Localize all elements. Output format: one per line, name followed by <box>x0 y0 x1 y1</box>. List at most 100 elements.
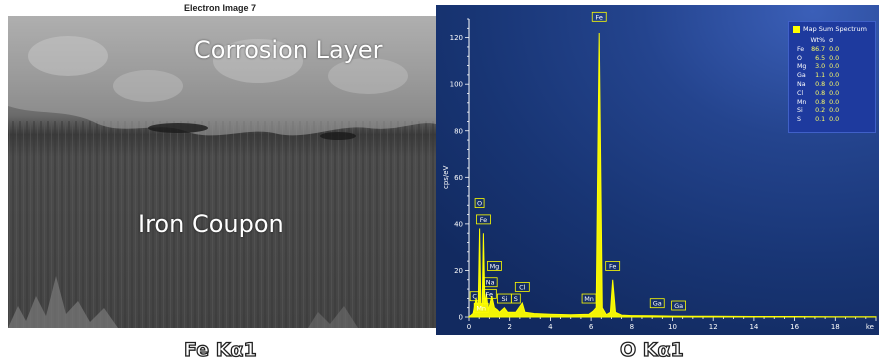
legend-row: Na 0.8 0.0 <box>795 81 841 90</box>
legend-wt-value: 0.8 <box>815 98 826 106</box>
y-tick-label: 80 <box>454 127 463 135</box>
peak-label-text: Na <box>486 279 495 287</box>
legend-element: O <box>797 54 802 62</box>
peak-label-text: Ga <box>653 300 662 308</box>
peak-label-text: Fe <box>609 262 616 270</box>
sem-image <box>8 16 436 328</box>
peak-label-text: Mg <box>490 262 500 270</box>
legend-wt-value: 0.2 <box>815 107 826 115</box>
legend: Map Sum Spectrum Wt% σ Fe 86.7 0.0 O 6.5 0.0 M… <box>788 21 876 133</box>
peak-label: C <box>469 291 480 302</box>
eds-spectrum-panel: 0 20 40 60 80 100 120 0 2 4 6 8 10 12 14 16 18 ke cps/eV O… <box>436 5 879 335</box>
peak-label-text: Fe <box>596 13 603 21</box>
legend-wt-value: 6.5 <box>815 54 826 62</box>
peak-label-text: Cl <box>519 283 526 291</box>
legend-row: Cl 0.8 0.0 <box>795 90 841 99</box>
legend-element: Si <box>797 107 803 115</box>
peak-label-box <box>581 293 597 304</box>
legend-row: Fe 86.7 0.0 <box>795 46 841 55</box>
peak-label-text: C <box>472 293 477 301</box>
iron-coupon-label: Iron Coupon <box>138 210 284 238</box>
sem-image-title: Electron Image 7 <box>183 3 257 13</box>
peak-label: Fe <box>476 214 491 225</box>
x-tick-label: 2 <box>507 323 511 331</box>
peak-label-text: Ga <box>674 302 683 310</box>
corrosion-texture <box>328 58 408 94</box>
peak-label: Fe <box>481 288 497 299</box>
peak-label-box <box>510 293 521 304</box>
legend-sigma-value: 0.0 <box>829 116 840 124</box>
legend-row: Mg 3.0 0.0 <box>795 63 841 72</box>
peak-label-box <box>474 198 485 208</box>
peak-label: Fe <box>591 11 607 22</box>
x-tick-label: 0 <box>467 323 471 331</box>
corrosion-texture <box>28 36 108 76</box>
legend-header-wt: Wt% <box>810 37 826 44</box>
legend-element: Mg <box>797 63 807 71</box>
peak-label-text: Fe <box>486 290 493 298</box>
coupon-bottom-debris <box>8 276 118 328</box>
y-tick-label: 60 <box>454 174 463 182</box>
peak-label-text: Si <box>501 295 507 303</box>
legend-header-element <box>795 37 808 46</box>
peak-label: Fe <box>605 261 621 271</box>
x-axis-label: ke <box>866 323 874 331</box>
peak-label-box <box>514 281 530 292</box>
legend-header: Map Sum Spectrum <box>793 25 867 33</box>
legend-wt-value: 0.8 <box>815 80 826 88</box>
legend-sigma-value: 0.0 <box>829 72 840 80</box>
legend-sigma-value: 0.0 <box>829 63 840 71</box>
legend-header-sigma: σ <box>829 37 834 44</box>
legend-wt-value: 0.8 <box>815 89 826 97</box>
sem-micrograph: Corrosion Layer Iron Coupon <box>8 16 436 328</box>
legend-element: Na <box>797 80 806 88</box>
x-tick-label: 12 <box>709 323 718 331</box>
legend-row: Mn 0.8 0.0 <box>795 99 841 108</box>
peak-label-box <box>469 291 480 302</box>
y-tick-label: 100 <box>450 81 463 89</box>
peak-label: O <box>474 198 485 208</box>
legend-wt-value: 86.7 <box>811 45 826 53</box>
legend-row: S 0.1 0.0 <box>795 116 841 125</box>
peak-label: Ga <box>671 300 687 311</box>
peak-label-text: Fe <box>480 216 487 224</box>
interface-pore <box>148 123 208 133</box>
legend-wt-value: 3.0 <box>815 63 826 71</box>
corrosion-texture <box>113 70 183 102</box>
y-tick-label: 20 <box>454 267 463 275</box>
peak-label-box <box>481 288 497 299</box>
sem-streaks <box>8 121 436 328</box>
legend-row: Ga 1.1 0.0 <box>795 72 841 81</box>
legend-element: Fe <box>797 45 805 53</box>
peak-label-box <box>671 300 687 311</box>
legend-title: Map Sum Spectrum <box>803 25 867 33</box>
legend-sigma-value: 0.0 <box>829 98 840 106</box>
o-map-caption: O Kα1 <box>619 338 684 361</box>
legend-wt-value: 1.1 <box>815 72 826 80</box>
legend-table: Wt% σ Fe 86.7 0.0 O 6.5 0.0 Mg 3.0 0.0 Ga 1.1 0.0 Na… <box>795 37 841 125</box>
legend-sigma-value: 0.0 <box>829 89 840 97</box>
x-tick-label: 18 <box>831 323 840 331</box>
peak-label: Ga <box>649 298 665 309</box>
peak-label-text: S <box>514 295 518 303</box>
peak-label-box <box>591 11 607 22</box>
legend-element: S <box>797 116 801 124</box>
y-axis-label: cps/eV <box>442 165 450 189</box>
legend-wt-value: 0.1 <box>815 116 826 124</box>
legend-row: O 6.5 0.0 <box>795 55 841 64</box>
legend-sigma-value: 0.0 <box>829 107 840 115</box>
legend-element: Ga <box>797 72 806 80</box>
peak-label-box <box>476 214 491 225</box>
peak-label-text: O <box>477 200 482 208</box>
interface-pore <box>320 132 356 140</box>
x-tick-label: 14 <box>749 323 758 331</box>
y-tick-label: 120 <box>450 34 463 42</box>
peak-label-box <box>482 277 498 288</box>
y-tick-label: 40 <box>454 220 463 228</box>
x-tick-label: 16 <box>790 323 799 331</box>
peak-label-box <box>649 298 665 309</box>
peak-label-box <box>487 261 502 271</box>
peak-label-box <box>473 302 489 313</box>
peak-label: Mn <box>473 302 489 313</box>
peak-label: S <box>510 293 521 304</box>
